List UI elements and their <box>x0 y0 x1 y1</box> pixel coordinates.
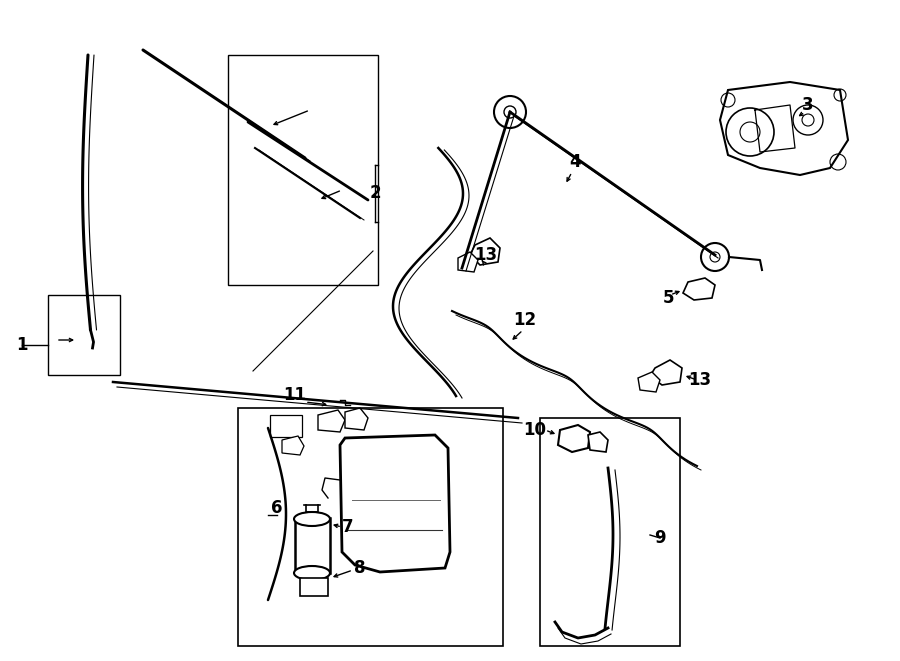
Ellipse shape <box>294 566 330 580</box>
Text: 13: 13 <box>474 246 498 264</box>
Polygon shape <box>558 425 590 452</box>
Polygon shape <box>650 360 682 385</box>
Text: 3: 3 <box>802 96 814 114</box>
Text: 8: 8 <box>355 559 365 577</box>
Ellipse shape <box>294 512 330 526</box>
Bar <box>270 415 302 437</box>
Text: 1: 1 <box>16 336 28 354</box>
Text: 2: 2 <box>369 184 381 202</box>
Polygon shape <box>470 238 500 265</box>
Bar <box>238 408 503 646</box>
Text: 5: 5 <box>662 289 674 307</box>
Polygon shape <box>458 252 478 272</box>
Bar <box>300 578 328 596</box>
Text: 11: 11 <box>284 386 307 404</box>
Bar <box>295 518 330 573</box>
Bar <box>48 295 120 375</box>
Bar <box>228 55 378 285</box>
Text: 7: 7 <box>342 518 354 536</box>
Text: 9: 9 <box>654 529 666 547</box>
Text: 10: 10 <box>524 421 546 439</box>
Bar <box>540 418 680 646</box>
Polygon shape <box>345 408 368 430</box>
Polygon shape <box>318 410 345 432</box>
Polygon shape <box>588 432 608 452</box>
Polygon shape <box>638 372 660 392</box>
Polygon shape <box>340 435 450 572</box>
Polygon shape <box>720 82 848 175</box>
Text: 13: 13 <box>688 371 712 389</box>
Text: 6: 6 <box>271 499 283 517</box>
Text: 12: 12 <box>513 311 536 329</box>
Text: 4: 4 <box>569 153 580 171</box>
Polygon shape <box>282 436 304 455</box>
Polygon shape <box>683 278 715 300</box>
